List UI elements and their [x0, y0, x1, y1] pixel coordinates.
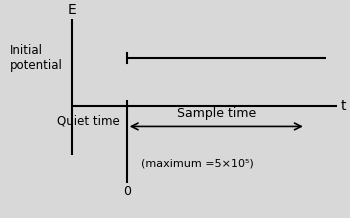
Text: Quiet time: Quiet time	[57, 114, 120, 127]
Text: Initial
potential: Initial potential	[10, 44, 63, 72]
Text: 0: 0	[123, 185, 131, 198]
Text: E: E	[67, 3, 76, 17]
Text: Sample time: Sample time	[177, 107, 256, 120]
Text: t: t	[340, 99, 346, 113]
Text: (maximum =5×10⁵): (maximum =5×10⁵)	[141, 159, 253, 169]
